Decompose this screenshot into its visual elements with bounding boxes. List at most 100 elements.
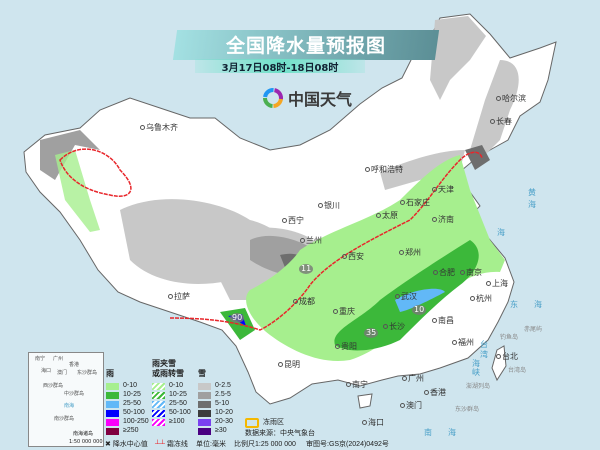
frost-line-legend: ┴┴ 霜冻线 [155,440,188,449]
legend-item-mixed: 25-50 [152,400,187,408]
data-source: 数据来源：中央气象台 [245,430,315,437]
city-label: 西宁 [282,216,304,226]
sea-label: 海 [497,228,505,237]
legend-item-mixed: 50-100 [152,409,191,417]
legend-label: ≥30 [215,427,227,434]
sea-label: 东 [510,300,518,309]
island-label: 钓鱼岛 [500,334,519,341]
city-label: 郑州 [399,248,421,258]
city-label: 台北 [496,352,518,362]
inset-label: 西沙群岛 [43,383,64,389]
legend-label: 霜冻线 [166,441,188,448]
legend-label: 降水中心值 [112,441,148,448]
legend-item-snow: 2.5-5 [198,391,231,399]
city-label: 武汉 [395,292,417,302]
inset-scale: 1:50 000 000 [69,439,103,445]
brand-logo: 中国天气 [262,86,352,110]
snow-area [380,150,465,190]
precip-center-value: 11 [299,264,314,274]
center-marker-legend: ✖ 降水中心值 [105,440,148,449]
city-label: 拉萨 [168,292,190,302]
legend-label: 10-25 [169,391,187,398]
city-label: 南宁 [346,380,368,390]
city-label: 天津 [432,185,454,195]
city-label: 呼和浩特 [365,165,403,175]
inset-label: 澳门 [57,370,68,376]
sea-label: 海 [472,359,480,368]
city-label: 澳门 [400,401,422,411]
legend-item-snow: 5-10 [198,400,229,408]
city-label: 济南 [432,215,454,225]
legend-label: 0-10 [123,382,138,389]
snow-area [470,60,519,160]
inset-label: 香港 [69,362,80,368]
frost-line-icon: ┴┴ [155,441,167,448]
unit-label: 单位:毫米 [196,441,226,448]
legend-swatch [152,382,165,390]
legend-swatch [106,427,119,435]
precip-center-value: 90 [230,313,245,323]
legend-label: 25-50 [169,400,187,407]
city-label: 香港 [424,388,446,398]
legend-label: 100-250 [123,418,149,425]
sea-label: 黄 [528,188,536,197]
island-label: 赤尾屿 [524,326,543,333]
legend-label: 0-2.5 [215,382,231,389]
legend-swatch [198,391,211,399]
legend-swatch [106,409,119,417]
inset-label: 南宁 [35,356,46,362]
inset-label: 东沙群岛 [77,370,98,376]
legend-rain-title: 雨 [106,369,114,378]
legend-label: 5-10 [215,400,230,407]
city-label: 重庆 [333,307,355,317]
legend-item-snow: 10-20 [198,409,233,417]
legend-item-rain: 10-25 [106,391,141,399]
legend-swatch [152,391,165,399]
legend-freezing-rain: 冻雨区 [245,418,284,428]
sea-label: 峡 [472,368,480,377]
legend-item-snow: 0-2.5 [198,382,231,390]
city-label: 上海 [486,279,508,289]
city-label: 银川 [318,201,340,211]
legend-swatch [106,400,119,408]
legend-snow-title: 雪 [198,369,206,378]
city-label: 太原 [376,211,398,221]
precip-center-value: 10 [412,305,427,315]
inset-label: 广州 [53,356,64,362]
center-marker-icon: ✖ [105,441,113,448]
map-subtitle: 3月17日08时-18日08时 [221,63,339,74]
city-label: 长春 [490,117,512,127]
city-label: 南京 [460,268,482,278]
legend-item-rain: 0-10 [106,382,137,390]
legend-swatch [106,418,119,426]
sea-label: 海 [534,300,542,309]
legend-swatch [106,391,119,399]
legend-mixed-title: 雨夹雪 或雨转雪 [152,359,184,378]
legend-label: ≥250 [123,427,139,434]
legend-swatch [198,418,211,426]
inset-label: 南沙群岛 [54,416,75,422]
city-label: 西安 [342,252,364,262]
legend-item-mixed: ≥100 [152,418,185,426]
frost-line [59,148,132,197]
city-label: 南昌 [432,316,454,326]
legend-label: 2.5-5 [215,391,231,398]
legend-label: 20-30 [215,418,233,425]
legend-label: ≥100 [169,418,185,425]
legend-item-mixed: 0-10 [152,382,183,390]
subtitle-banner [195,59,365,73]
inset-title: 南海诸岛 [73,431,94,437]
island-label: 东沙群岛 [455,406,480,413]
island-label: 台湾岛 [508,367,527,374]
city-label: 福州 [452,338,474,348]
legend-label: 50-100 [123,409,145,416]
legend-item-rain: ≥250 [106,427,139,435]
inset-label: 海口 [41,368,52,374]
city-label: 长沙 [383,322,405,332]
snow-area [465,145,490,170]
city-label: 杭州 [470,294,492,304]
city-label: 成都 [293,297,315,307]
legend-item-snow: 20-30 [198,418,233,426]
legend-swatch [152,409,165,417]
legend-item-snow: ≥30 [198,427,227,435]
